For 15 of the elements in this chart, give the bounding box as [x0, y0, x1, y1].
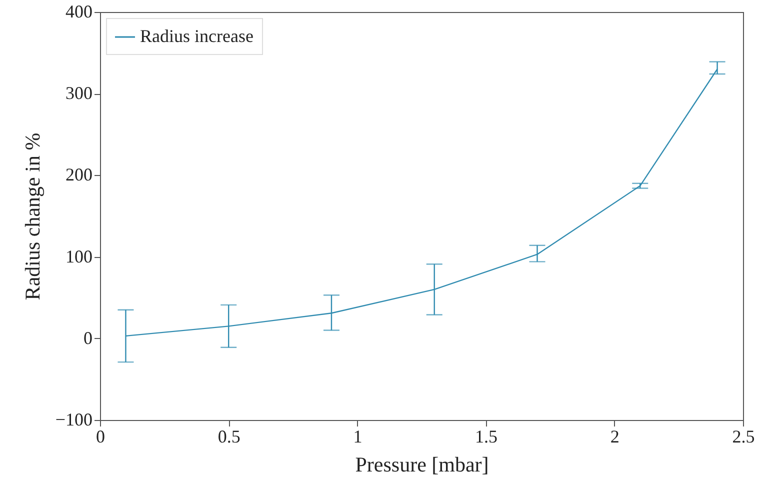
x-tick-label: 2 — [610, 426, 620, 446]
x-tick-label: 0 — [96, 426, 105, 446]
x-tick-label: 2.5 — [732, 426, 755, 446]
y-tick-label: 200 — [66, 164, 92, 185]
legend-label: Radius increase — [140, 26, 254, 46]
x-tick-label: 1.5 — [475, 426, 498, 446]
x-tick-label: 0.5 — [218, 426, 240, 446]
y-tick-label: 300 — [66, 83, 92, 104]
y-tick-label: 100 — [66, 246, 92, 266]
y-tick-label: −100 — [55, 410, 92, 430]
y-tick-label: 400 — [66, 2, 92, 22]
y-axis-title: Radius change in % — [20, 132, 44, 300]
x-axis-title: Pressure [mbar] — [355, 452, 489, 476]
x-tick-label: 1 — [353, 426, 362, 446]
y-tick-label: 0 — [84, 328, 92, 348]
